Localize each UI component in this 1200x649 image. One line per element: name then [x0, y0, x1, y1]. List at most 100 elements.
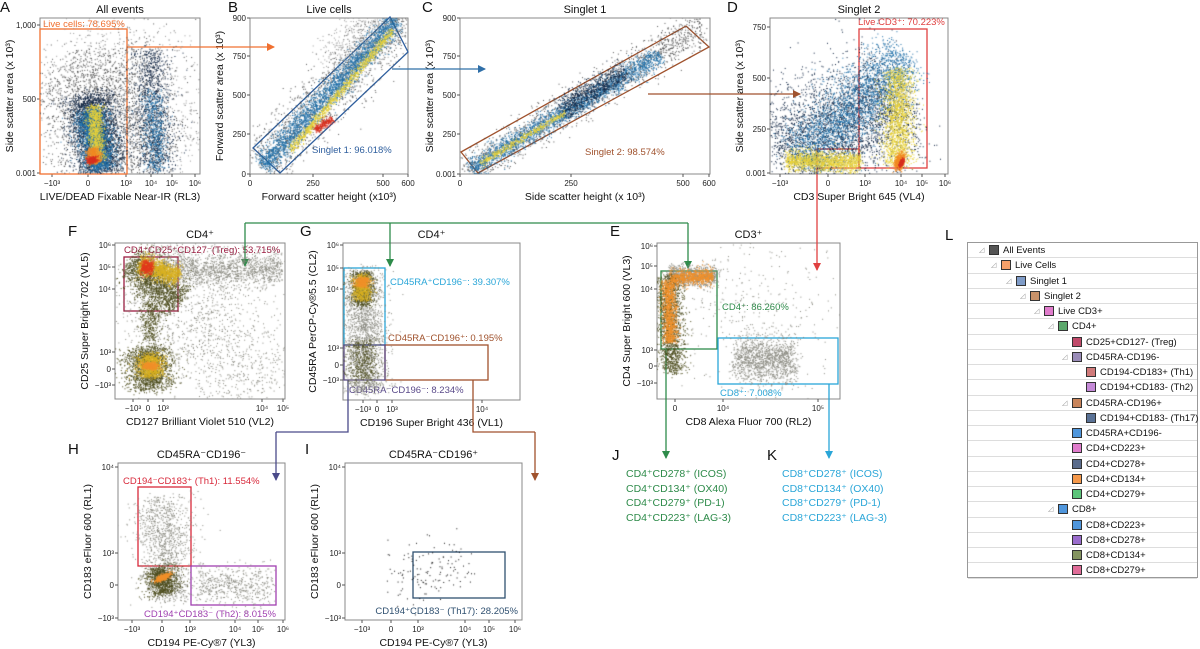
tree-item[interactable]: ◿ Live CD3+ [968, 304, 1197, 320]
x-axis-label: CD3 Super Bright 645 (VL4) [793, 191, 924, 203]
panel-letter: E [610, 223, 620, 240]
y-tick-label: 10³ [102, 549, 114, 558]
marker-list-item: CD8⁺CD278⁺ (ICOS) [782, 468, 883, 480]
marker-list-item: CD8⁺CD279⁺ (PD-1) [782, 497, 881, 509]
tree-item[interactable]: CD8+CD134+ [968, 548, 1197, 564]
expand-triangle-icon[interactable]: ◿ [1062, 399, 1068, 407]
tree-item[interactable]: ◿ CD45RA-CD196- [968, 350, 1197, 365]
x-tick-label: 0 [86, 179, 91, 188]
expand-triangle-icon[interactable]: ◿ [1062, 353, 1068, 361]
tree-item[interactable]: ◿ Singlet 2 [968, 289, 1197, 304]
gate-label: Singlet 1: 96.018% [312, 145, 392, 156]
panel-letter: L [945, 227, 953, 244]
x-tick-label: 10⁵ [252, 625, 264, 634]
tree-item[interactable]: CD25+CD127- (Treg) [968, 335, 1197, 350]
tree-item[interactable]: CD4+CD279+ [968, 487, 1197, 503]
plot-title: CD45RA⁻CD196⁻ [157, 449, 246, 461]
gate[interactable] [39, 28, 128, 175]
y-axis-label: Side scatter area (x 10³) [4, 40, 16, 153]
panel-letter: J [612, 447, 620, 464]
expand-triangle-icon[interactable]: ◿ [1048, 323, 1054, 331]
gate[interactable] [137, 486, 192, 567]
gate-color-swatch [1072, 565, 1082, 576]
x-tick-label: −10³ [355, 405, 372, 414]
gate[interactable] [717, 337, 839, 385]
gate[interactable] [412, 551, 506, 599]
tree-item[interactable]: CD194+CD183- (Th17) [968, 411, 1198, 426]
expand-triangle-icon[interactable]: ◿ [1006, 277, 1012, 285]
gate-label: Live CD3⁺: 70.223% [858, 17, 945, 28]
x-tick-label: 0 [146, 404, 151, 413]
gate-color-swatch [989, 245, 999, 255]
tree-item[interactable]: ◿ Singlet 1 [968, 274, 1197, 289]
y-tick-label: 10⁴ [641, 285, 654, 294]
gate[interactable] [343, 267, 386, 346]
x-tick-label: 0 [248, 179, 253, 188]
gate[interactable] [660, 270, 718, 350]
y-tick-label: 10⁴ [99, 285, 112, 294]
gate[interactable] [384, 344, 489, 381]
tree-item-label: CD4+CD278+ [1086, 458, 1146, 470]
x-tick-label: 0 [375, 405, 380, 414]
y-tick-label: 10⁶ [327, 241, 339, 250]
tree-item[interactable]: ◿ CD4+ [968, 319, 1197, 335]
tree-item-label: Live Cells [1015, 260, 1057, 272]
y-tick-label: 10³ [99, 348, 111, 357]
x-tick-label: 600 [401, 179, 415, 188]
y-tick-label: 0.001 [436, 170, 457, 179]
y-axis-label: CD45RA PerCP-Cy®5.5 (CL2) [307, 250, 319, 393]
gate-label: CD4⁺CD25⁺CD127⁻(Treg): 53.715% [124, 245, 281, 256]
tree-item[interactable]: ◿ Live Cells [968, 258, 1197, 274]
gate[interactable] [190, 565, 277, 606]
x-tick-label: 0 [673, 404, 678, 413]
expand-triangle-icon[interactable]: ◿ [1020, 292, 1026, 300]
tree-item[interactable]: CD4+CD223+ [968, 441, 1197, 457]
gate-label: CD45RA⁻CD196⁺: 0.195% [388, 333, 503, 344]
y-tick-label: 10⁴ [327, 285, 340, 294]
gate[interactable] [343, 344, 386, 381]
tree-item-label: CD4+CD223+ [1086, 443, 1146, 455]
tree-item[interactable]: CD4+CD134+ [968, 472, 1197, 487]
y-axis-label: CD183 eFluor 600 (RL1) [82, 484, 94, 599]
x-tick-label: 10⁶ [189, 179, 201, 188]
tree-item[interactable]: CD45RA+CD196- [968, 426, 1197, 442]
tree-item[interactable]: ◿ All Events [968, 243, 1197, 259]
plot-title: Singlet 2 [838, 4, 881, 16]
gate-label: CD194⁺CD183⁻ (Th2): 8.015% [144, 609, 277, 620]
gate[interactable] [816, 148, 860, 169]
gate-label: CD45RA⁺CD196⁻: 39.307% [390, 277, 510, 288]
tree-item[interactable]: CD8+CD223+ [968, 518, 1197, 533]
panel-c: C [422, 0, 711, 177]
y-tick-label: 750 [443, 52, 457, 61]
tree-item-label: CD45RA-CD196+ [1086, 397, 1162, 409]
gate-color-swatch [1058, 504, 1068, 515]
tree-item[interactable]: CD8+CD278+ [968, 533, 1197, 548]
gating-hierarchy-tree: ◿ All Events ◿ Live Cells ◿ Singlet 1 ◿ Singlet… [967, 242, 1198, 579]
panel-letter: A [0, 0, 10, 16]
x-axis-label: Forward scatter height (x10³) [262, 191, 397, 203]
y-tick-label: 10³ [327, 344, 339, 353]
tree-item[interactable]: CD194+CD183- (Th2) [968, 380, 1197, 396]
gate-color-swatch [1072, 428, 1082, 438]
y-tick-label: 1,000 [16, 21, 37, 30]
expand-triangle-icon[interactable]: ◿ [991, 262, 997, 270]
gate[interactable] [123, 256, 179, 312]
y-tick-label: 0.001 [746, 169, 767, 178]
gate[interactable] [858, 28, 928, 169]
tree-item[interactable]: ◿ CD45RA-CD196+ [968, 396, 1197, 411]
x-tick-label: 10³ [386, 405, 398, 414]
expand-triangle-icon[interactable]: ◿ [979, 247, 985, 254]
tree-item[interactable]: ◿ CD8+ [968, 502, 1197, 518]
tree-item[interactable]: CD194-CD183+ (Th1) [968, 365, 1197, 381]
tree-item-label: CD4+CD134+ [1086, 473, 1146, 485]
x-axis-label: CD127 Brilliant Violet 510 (VL2) [126, 416, 274, 428]
expand-triangle-icon[interactable]: ◿ [1048, 506, 1054, 514]
x-tick-label: 10⁴ [717, 404, 730, 413]
y-tick-label: 10⁴ [329, 463, 342, 472]
expand-triangle-icon[interactable]: ◿ [1034, 308, 1040, 315]
tree-item[interactable]: CD4+CD278+ [968, 457, 1197, 472]
y-tick-label: 250 [233, 130, 247, 139]
x-tick-label: 10⁴ [476, 405, 489, 414]
tree-item[interactable]: CD8+CD279+ [968, 563, 1197, 579]
tree-item-label: CD8+CD279+ [1086, 565, 1146, 577]
